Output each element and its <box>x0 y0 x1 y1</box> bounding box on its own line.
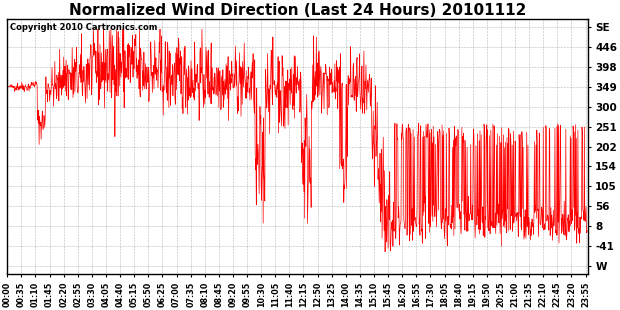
Text: Copyright 2010 Cartronics.com: Copyright 2010 Cartronics.com <box>10 23 157 32</box>
Title: Normalized Wind Direction (Last 24 Hours) 20101112: Normalized Wind Direction (Last 24 Hours… <box>69 3 526 18</box>
